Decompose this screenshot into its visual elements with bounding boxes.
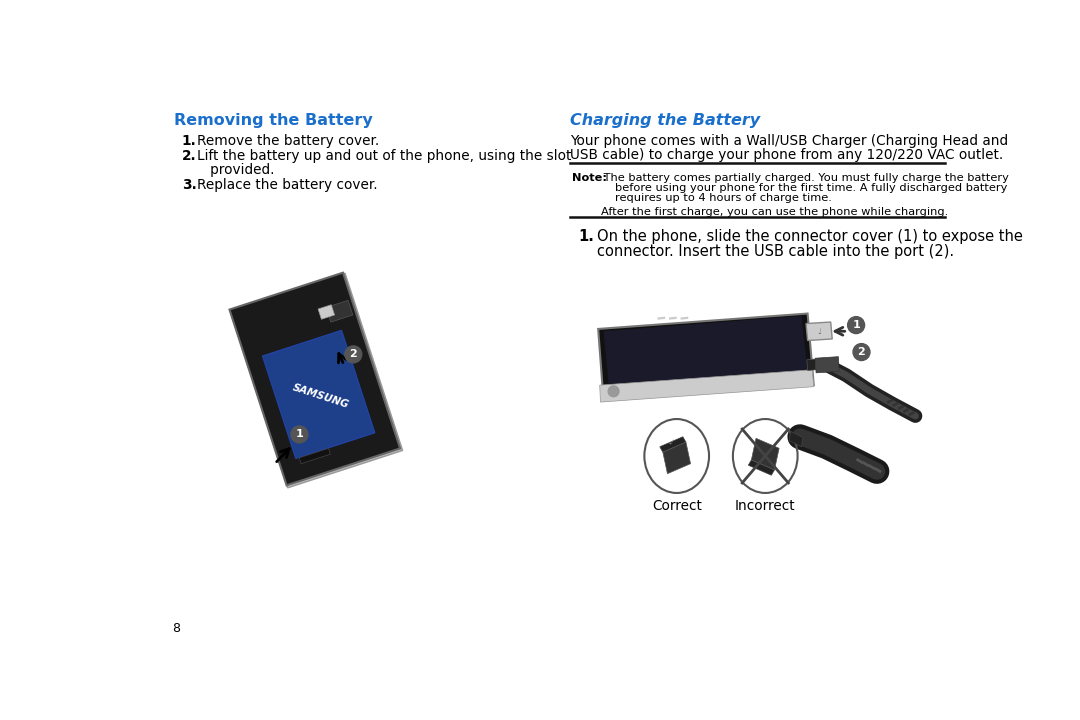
Text: provided.: provided. xyxy=(197,163,274,177)
Circle shape xyxy=(345,346,362,363)
Text: 2: 2 xyxy=(858,347,865,357)
Polygon shape xyxy=(262,330,375,459)
Polygon shape xyxy=(299,449,330,464)
Polygon shape xyxy=(789,431,804,446)
Polygon shape xyxy=(807,359,816,371)
Text: Charging the Battery: Charging the Battery xyxy=(570,113,760,128)
Text: SAMSUNG: SAMSUNG xyxy=(292,382,351,410)
Polygon shape xyxy=(598,313,813,400)
Text: Replace the battery cover.: Replace the battery cover. xyxy=(197,178,378,192)
Text: On the phone, slide the connector cover (1) to expose the: On the phone, slide the connector cover … xyxy=(597,229,1023,244)
Polygon shape xyxy=(319,305,335,319)
Text: Lift the battery up and out of the phone, using the slot: Lift the battery up and out of the phone… xyxy=(197,149,571,163)
Text: Remove the battery cover.: Remove the battery cover. xyxy=(197,134,379,148)
Polygon shape xyxy=(663,442,690,474)
Polygon shape xyxy=(599,370,813,402)
Text: 1: 1 xyxy=(852,320,860,330)
Polygon shape xyxy=(229,273,400,485)
Text: 2.: 2. xyxy=(181,149,197,163)
Polygon shape xyxy=(669,317,677,320)
Polygon shape xyxy=(604,316,808,387)
Text: ♩: ♩ xyxy=(666,437,675,447)
Polygon shape xyxy=(680,317,688,320)
Polygon shape xyxy=(752,438,779,470)
Polygon shape xyxy=(660,437,686,452)
Text: 8: 8 xyxy=(173,621,180,634)
Circle shape xyxy=(608,386,619,397)
Polygon shape xyxy=(748,460,774,475)
Text: Your phone comes with a Wall/USB Charger (Charging Head and: Your phone comes with a Wall/USB Charger… xyxy=(570,134,1009,148)
Text: 1: 1 xyxy=(296,429,303,439)
Polygon shape xyxy=(806,322,833,341)
Text: 1.: 1. xyxy=(578,229,594,244)
Polygon shape xyxy=(815,356,839,373)
Polygon shape xyxy=(658,317,665,320)
Text: 1.: 1. xyxy=(181,134,197,148)
Text: requires up to 4 hours of charge time.: requires up to 4 hours of charge time. xyxy=(616,193,832,202)
Text: Incorrect: Incorrect xyxy=(734,499,796,513)
Circle shape xyxy=(848,317,865,333)
Text: Note:: Note: xyxy=(572,173,607,183)
Text: 2: 2 xyxy=(350,349,357,359)
Polygon shape xyxy=(230,274,403,488)
Text: USB cable) to charge your phone from any 120/220 VAC outlet.: USB cable) to charge your phone from any… xyxy=(570,148,1003,162)
Text: ♩: ♩ xyxy=(818,327,821,336)
Text: connector. Insert the USB cable into the port (2).: connector. Insert the USB cable into the… xyxy=(597,244,955,259)
Text: Correct: Correct xyxy=(651,499,702,513)
Text: Removing the Battery: Removing the Battery xyxy=(174,113,373,128)
Text: After the first charge, you can use the phone while charging.: After the first charge, you can use the … xyxy=(602,207,948,217)
Circle shape xyxy=(291,426,308,443)
Text: 3.: 3. xyxy=(181,178,197,192)
Polygon shape xyxy=(326,300,353,322)
Text: The battery comes partially charged. You must fully charge the battery: The battery comes partially charged. You… xyxy=(599,173,1009,183)
Text: before using your phone for the first time. A fully discharged battery: before using your phone for the first ti… xyxy=(616,183,1008,193)
Circle shape xyxy=(853,343,870,361)
